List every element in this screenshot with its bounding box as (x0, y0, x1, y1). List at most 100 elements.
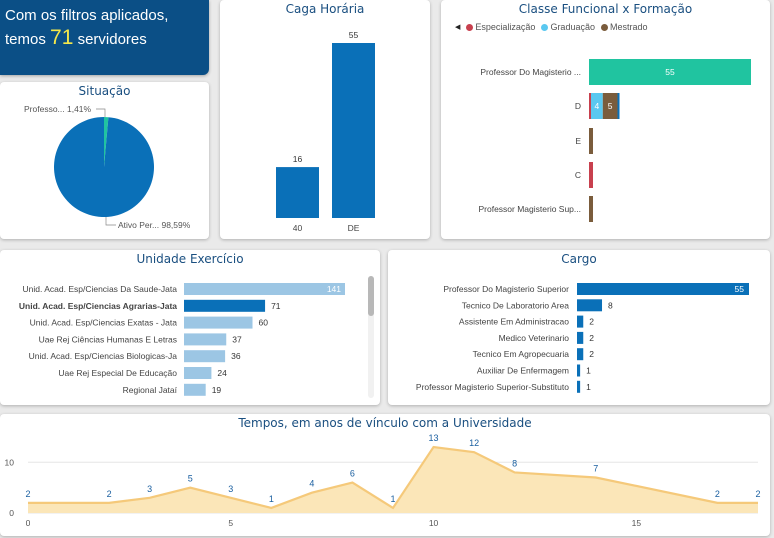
bar-value-label: 2 (589, 317, 594, 327)
classe-title: Classe Funcional x Formação (518, 2, 693, 16)
y-tick-label: D (575, 101, 581, 111)
x-tick-label: DE (348, 223, 360, 233)
bar-value-label: 24 (217, 368, 227, 378)
classe-bar-chart[interactable]: Professor Do Magisterio ... 55 D 4 5 E C Profes… (441, 0, 770, 239)
y-tick-label: Regional Jataí (123, 385, 178, 395)
kpi-suffix: servidores (77, 31, 147, 48)
bar (184, 316, 253, 329)
pie-slice (104, 117, 109, 167)
y-tick-label: Unid. Acad. Esp/Ciencias Biologicas-Ja (29, 351, 178, 361)
legend-item-especializacao[interactable]: Especialização (466, 22, 535, 32)
point-value-label: 12 (469, 438, 479, 448)
caga-bar-chart[interactable]: 16 40 55 DE (220, 0, 430, 239)
legend-label: Graduação (550, 22, 595, 32)
unidade-title: Unidade Exercício (136, 252, 244, 266)
unidade-bar-chart[interactable]: Unid. Acad. Esp/Ciencias Da Saude-Jata 14… (0, 250, 380, 405)
point-value-label: 13 (429, 433, 439, 443)
point-value-label: 5 (188, 474, 193, 484)
legend-dot-icon (466, 24, 474, 32)
point-value-label: 7 (593, 464, 598, 474)
y-tick-label: Uae Rej Ciências Humanas E Letras (39, 334, 177, 344)
point-value-label: 2 (755, 489, 760, 499)
bar-value-label: 55 (735, 284, 745, 294)
bar-segment-label: 4 (595, 101, 600, 111)
bar (184, 350, 226, 363)
bar-value-label: 8 (608, 300, 613, 310)
bar-value-label: 71 (271, 301, 281, 311)
tempos-card: Tempos, em anos de vínculo com a Univers… (0, 414, 770, 536)
bar (577, 331, 584, 344)
bar (577, 315, 584, 328)
unidade-scrollbar[interactable] (368, 276, 374, 398)
y-tick-label: Tecnico De Laboratorio Area (462, 300, 570, 310)
y-tick-label: Professor Magisterio Superior-Substituto (416, 382, 569, 392)
y-tick-label: Assistente Em Administracao (459, 317, 569, 327)
legend-item-graduacao[interactable]: Graduação (541, 22, 595, 32)
kpi-count: 71 (50, 26, 74, 49)
y-tick-label: E (575, 136, 581, 146)
y-tick-label: Tecnico Em Agropecuaria (473, 349, 570, 359)
cargo-bar-chart[interactable]: Professor Do Magisterio Superior 55 Tecnic… (388, 250, 770, 405)
point-value-label: 2 (715, 489, 720, 499)
legend-dot-icon (600, 24, 608, 32)
bar-value-label: 141 (327, 284, 341, 294)
bar-value-label: 16 (293, 154, 303, 164)
kpi-line1: Com os filtros aplicados, (5, 7, 169, 24)
kpi-line2: temos 71 servidores (5, 26, 147, 50)
bar (577, 380, 581, 393)
bar (184, 383, 206, 396)
bar-value-label: 1 (586, 366, 591, 376)
bar (276, 167, 319, 218)
legend-item-mestrado[interactable]: Mestrado (600, 22, 648, 32)
point-value-label: 3 (147, 484, 152, 494)
point-value-label: 8 (512, 458, 517, 468)
situacao-pie-chart[interactable]: Professo... 1,41% Ativo Per... 98,59% (0, 82, 209, 239)
bar-segment (589, 59, 751, 85)
bar-segment-label: 5 (608, 101, 613, 111)
caga-title: Caga Horária (285, 2, 365, 16)
bar-value-label: 55 (349, 30, 359, 40)
y-tick-label: Unid. Acad. Esp/Ciencias Agrarias-Jata (19, 301, 177, 311)
bar-value-label: 36 (231, 351, 241, 361)
bar-value-label: 19 (212, 385, 222, 395)
bar-segment (589, 162, 593, 188)
kpi-prefix: temos (5, 31, 46, 48)
y-tick-label: Professor Do Magisterio Superior (443, 284, 569, 294)
kpi-card: Com os filtros aplicados, temos 71 servi… (0, 0, 209, 75)
y-tick-label: Auxiliar De Enfermagem (477, 366, 569, 376)
y-tick-label: Professor Do Magisterio ... (480, 67, 581, 77)
pie-label: Professo... 1,41% (24, 104, 92, 114)
bar-segment (589, 128, 593, 154)
y-tick-label: Unid. Acad. Esp/Ciencias Exatas - Jata (30, 318, 178, 328)
bar-segment-label: 55 (665, 67, 675, 77)
bar (577, 348, 584, 361)
y-tick-label: Professor Magisterio Sup... (478, 204, 581, 214)
bar (577, 299, 603, 312)
bar (577, 283, 749, 295)
situacao-card: Situação Professo... 1,41% Ativo Per... 9… (0, 82, 209, 239)
situacao-title: Situação (78, 84, 131, 98)
bar-value-label: 2 (589, 333, 594, 343)
tempos-area-chart[interactable]: 0 10 2 2 3 5 3 1 4 6 1 13 12 8 7 2 2 0 5 10 15 (0, 414, 770, 536)
point-value-label: 3 (228, 484, 233, 494)
classe-card: Classe Funcional x Formação ◀ Especializ… (441, 0, 770, 239)
caga-card: Caga Horária 16 40 55 DE (220, 0, 430, 239)
point-value-label: 6 (350, 469, 355, 479)
bar-segment (589, 93, 591, 119)
classe-legend: ◀ Especialização Graduação Mestrado (455, 22, 648, 32)
y-tick-label: 0 (9, 508, 14, 518)
legend-prev-arrow[interactable]: ◀ (455, 24, 461, 31)
legend-label: Mestrado (609, 22, 648, 32)
scrollbar-thumb[interactable] (368, 276, 374, 316)
point-value-label: 1 (390, 494, 395, 504)
bar-value-label: 1 (586, 382, 591, 392)
x-tick-label: 5 (228, 518, 233, 528)
legend-dot-icon (541, 24, 549, 32)
bar (184, 283, 345, 295)
bar (332, 43, 375, 218)
pie-leader-line (96, 108, 106, 117)
point-value-label: 2 (25, 489, 30, 499)
bar-value-label: 2 (589, 349, 594, 359)
bar (184, 367, 212, 379)
bar-segment (602, 93, 618, 119)
